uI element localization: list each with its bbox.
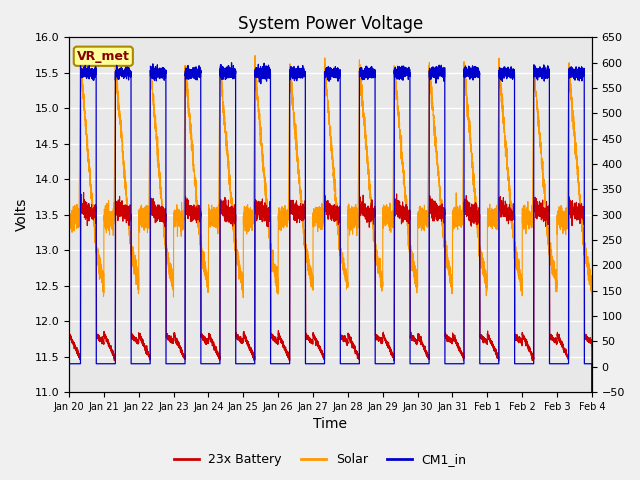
- Solar: [403, 205, 410, 211]
- 23x Battery: [177, 347, 185, 353]
- Line: Solar: Solar: [69, 56, 592, 480]
- CM1_in: [177, 361, 185, 367]
- Solar: [586, 266, 594, 272]
- Y-axis label: Volts: Volts: [15, 198, 29, 231]
- CM1_in: [172, 361, 179, 367]
- Solar: [65, 210, 73, 216]
- Solar: [172, 216, 179, 222]
- Title: System Power Voltage: System Power Voltage: [238, 15, 423, 33]
- Solar: [252, 53, 259, 59]
- 23x Battery: [65, 330, 73, 336]
- Line: 23x Battery: 23x Battery: [69, 192, 592, 480]
- 23x Battery: [261, 213, 269, 218]
- Text: VR_met: VR_met: [77, 50, 130, 63]
- Solar: [177, 228, 185, 234]
- 23x Battery: [477, 334, 484, 339]
- Solar: [477, 247, 484, 253]
- CM1_in: [477, 361, 484, 367]
- Solar: [261, 174, 269, 180]
- 23x Battery: [172, 334, 179, 339]
- Line: CM1_in: CM1_in: [69, 63, 592, 480]
- CM1_in: [586, 361, 594, 367]
- Legend: 23x Battery, Solar, CM1_in: 23x Battery, Solar, CM1_in: [168, 448, 472, 471]
- 23x Battery: [586, 337, 594, 343]
- CM1_in: [228, 60, 236, 66]
- CM1_in: [65, 361, 73, 367]
- CM1_in: [403, 67, 410, 72]
- 23x Battery: [403, 216, 410, 221]
- X-axis label: Time: Time: [314, 418, 348, 432]
- 23x Battery: [80, 190, 88, 195]
- CM1_in: [261, 71, 269, 77]
